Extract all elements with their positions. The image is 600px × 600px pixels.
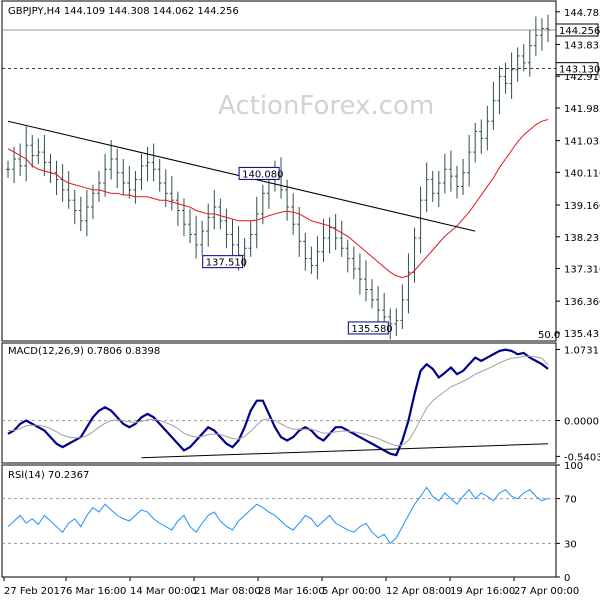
price-tick-label: 143.835: [564, 40, 600, 51]
x-tick-label: 27 Feb 2017: [4, 586, 66, 597]
rsi-tick-label: 70: [564, 495, 577, 506]
price-tick-label: 140.110: [564, 168, 600, 179]
x-tick-label: 6 Mar 16:00: [66, 586, 126, 597]
price-title: GBPJPY,H4 144.109 144.308 144.062 144.25…: [8, 6, 239, 17]
price-tick-label: 139.160: [564, 201, 600, 212]
x-tick-label: 5 Apr 00:00: [322, 586, 381, 597]
x-tick-label: 28 Mar 16:00: [258, 586, 325, 597]
price-tick-label: 137.310: [564, 265, 600, 276]
price-corner-label: 50.0: [538, 330, 560, 341]
sma-line: [7, 119, 549, 278]
price-tick-label: 136.360: [564, 297, 600, 308]
macd-tick-label: -0.5403: [564, 452, 600, 463]
x-tick-label: 14 Mar 00:00: [130, 586, 197, 597]
price-marker-box: [555, 62, 599, 76]
price-marker-label: 143.130: [559, 65, 600, 76]
x-tick-label: 19 Apr 16:00: [450, 586, 515, 597]
price-panel: 144.785 143.835 142.910 141.985 141.035 140.1…: [1, 0, 600, 342]
rsi-tick-label: 0: [564, 573, 570, 584]
price-marker-box: [555, 23, 599, 37]
macd-title: MACD(12,26,9) 0.7806 0.8398: [8, 346, 160, 357]
macd-tick-label: 0.0000: [564, 417, 599, 428]
rsi-title: RSI(14) 70.2367: [8, 470, 89, 481]
price-annotation-label: 135.580: [351, 324, 392, 335]
macd-frame: [1, 342, 557, 464]
x-tick-label: 12 Apr 08:00: [386, 586, 451, 597]
price-annotation-label: 140.080: [242, 169, 283, 180]
price-tick-label: 142.910: [564, 72, 600, 83]
price-tick-label: 138.235: [564, 233, 600, 244]
price-tick-label: 141.035: [564, 137, 600, 148]
rsi-panel: 100 70 30 0: [1, 461, 583, 584]
x-tick-label: 21 Mar 08:00: [194, 586, 261, 597]
price-annotation-label: 137.510: [206, 258, 247, 269]
price-annotation-box: [347, 321, 389, 335]
price-tick-label: 141.985: [564, 104, 600, 115]
macd-signal-line: [8, 355, 549, 447]
rsi-frame: [1, 464, 557, 578]
price-tick-label: 144.785: [564, 8, 600, 19]
rsi-rsi-line: [7, 486, 549, 545]
price-marker-label: 144.256: [559, 26, 600, 37]
rsi-tick-label: 30: [564, 539, 577, 550]
macd-tick-label: 1.0731: [564, 345, 599, 356]
macd-trendline: [141, 443, 549, 459]
price-tick-label: 135.435: [564, 329, 600, 340]
watermark: ActionForex.com: [218, 91, 434, 121]
macd-macd-line: [7, 348, 549, 457]
price-annotation-box: [238, 166, 280, 180]
price-annotation-box: [202, 255, 244, 269]
macd-panel: 1.0731 0.0000 -0.5403: [1, 342, 600, 464]
rsi-tick-label: 100: [564, 461, 583, 472]
price-frame: [1, 0, 557, 342]
x-tick-label: 27 Apr 00:00: [514, 586, 579, 597]
